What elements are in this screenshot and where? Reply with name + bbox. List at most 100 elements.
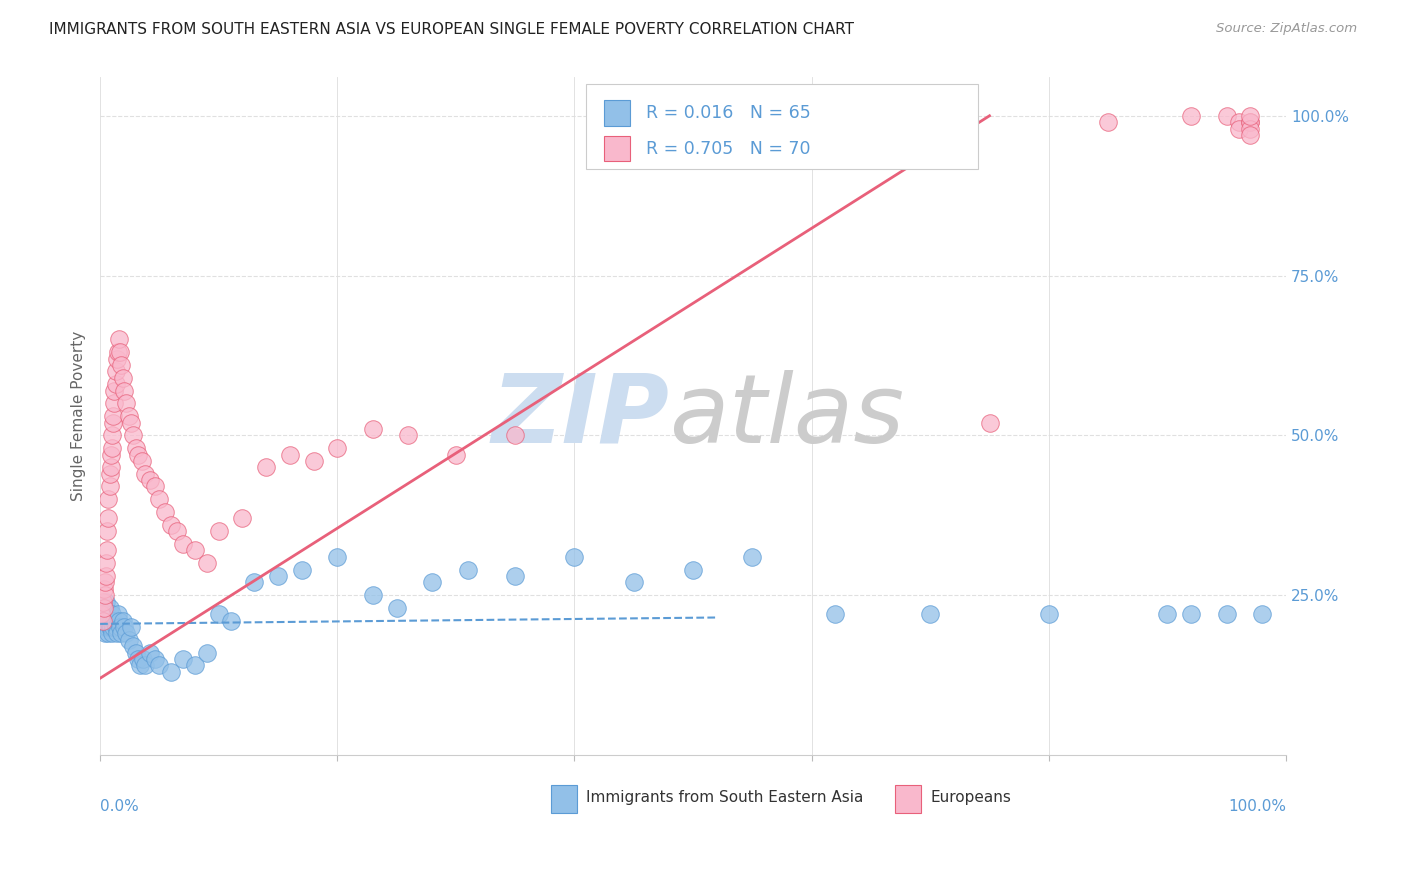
Point (93, 601, 115, 615)
Point (96, 524, 118, 539)
FancyBboxPatch shape (605, 101, 630, 127)
Point (1227, 115, 1250, 129)
Point (98, 620, 121, 634)
Point (100, 620, 122, 634)
FancyBboxPatch shape (605, 136, 630, 161)
Point (111, 371, 134, 385)
Point (139, 473, 162, 487)
Point (208, 607, 231, 622)
Point (107, 345, 129, 359)
Point (91, 614, 114, 628)
Point (103, 614, 125, 628)
Point (1097, 115, 1119, 129)
Point (97, 492, 120, 507)
Point (101, 409, 124, 424)
Point (184, 543, 207, 558)
Point (110, 345, 132, 359)
Point (97, 626, 120, 640)
Point (98, 467, 121, 481)
Point (278, 448, 301, 462)
Point (503, 428, 526, 442)
Point (100, 614, 122, 628)
Point (122, 640, 145, 654)
Point (302, 454, 325, 468)
Point (420, 575, 443, 590)
Point (243, 575, 266, 590)
Point (564, 549, 586, 564)
Text: ZIP: ZIP (492, 369, 669, 463)
Point (1215, 109, 1237, 123)
Point (920, 607, 942, 622)
Point (361, 588, 384, 602)
Point (98, 601, 121, 615)
Y-axis label: Single Female Poverty: Single Female Poverty (72, 331, 86, 501)
Point (267, 569, 290, 583)
Point (97, 511, 120, 525)
Point (741, 549, 763, 564)
Point (115, 396, 138, 410)
Point (96, 620, 118, 634)
Point (129, 658, 152, 673)
Point (398, 428, 420, 442)
Point (457, 563, 479, 577)
Point (1239, 115, 1261, 129)
Point (326, 549, 349, 564)
Text: IMMIGRANTS FROM SOUTH EASTERN ASIA VS EUROPEAN SINGLE FEMALE POVERTY CORRELATION: IMMIGRANTS FROM SOUTH EASTERN ASIA VS EU… (49, 22, 855, 37)
Point (1251, 607, 1274, 622)
Point (94, 556, 117, 570)
Point (94, 594, 117, 608)
Point (110, 358, 132, 372)
Point (172, 652, 194, 666)
Point (148, 492, 170, 507)
Point (254, 460, 277, 475)
Point (101, 441, 124, 455)
Point (96, 543, 118, 558)
Point (444, 448, 467, 462)
Point (104, 377, 127, 392)
Text: 0.0%: 0.0% (100, 799, 139, 814)
Point (132, 652, 155, 666)
Point (94, 569, 117, 583)
Point (96, 607, 118, 622)
Point (1239, 128, 1261, 142)
Point (97, 614, 120, 628)
Text: R = 0.705   N = 70: R = 0.705 N = 70 (645, 139, 810, 158)
Point (155, 505, 177, 519)
Point (122, 428, 145, 442)
Point (103, 396, 125, 410)
Point (143, 652, 166, 666)
Point (108, 614, 131, 628)
Point (104, 364, 127, 378)
Point (1239, 115, 1261, 129)
Point (219, 614, 242, 628)
Point (125, 646, 148, 660)
Point (1239, 121, 1261, 136)
Point (361, 422, 384, 436)
Point (105, 626, 128, 640)
Point (1227, 121, 1250, 136)
FancyBboxPatch shape (894, 785, 921, 813)
Point (101, 428, 124, 442)
Point (101, 626, 124, 640)
Point (94, 588, 117, 602)
Point (101, 607, 124, 622)
Point (110, 620, 132, 634)
Point (112, 384, 135, 398)
Point (148, 658, 170, 673)
Point (143, 479, 166, 493)
Point (184, 658, 207, 673)
Point (111, 614, 134, 628)
FancyBboxPatch shape (586, 84, 977, 169)
Point (139, 646, 162, 660)
Point (93, 601, 115, 615)
Point (98, 479, 121, 493)
Point (134, 467, 156, 481)
Point (94, 626, 117, 640)
Point (326, 441, 349, 455)
Text: 100.0%: 100.0% (1227, 799, 1286, 814)
Point (503, 569, 526, 583)
Point (1180, 109, 1202, 123)
Point (104, 620, 127, 634)
Point (100, 460, 122, 475)
Point (160, 665, 183, 679)
